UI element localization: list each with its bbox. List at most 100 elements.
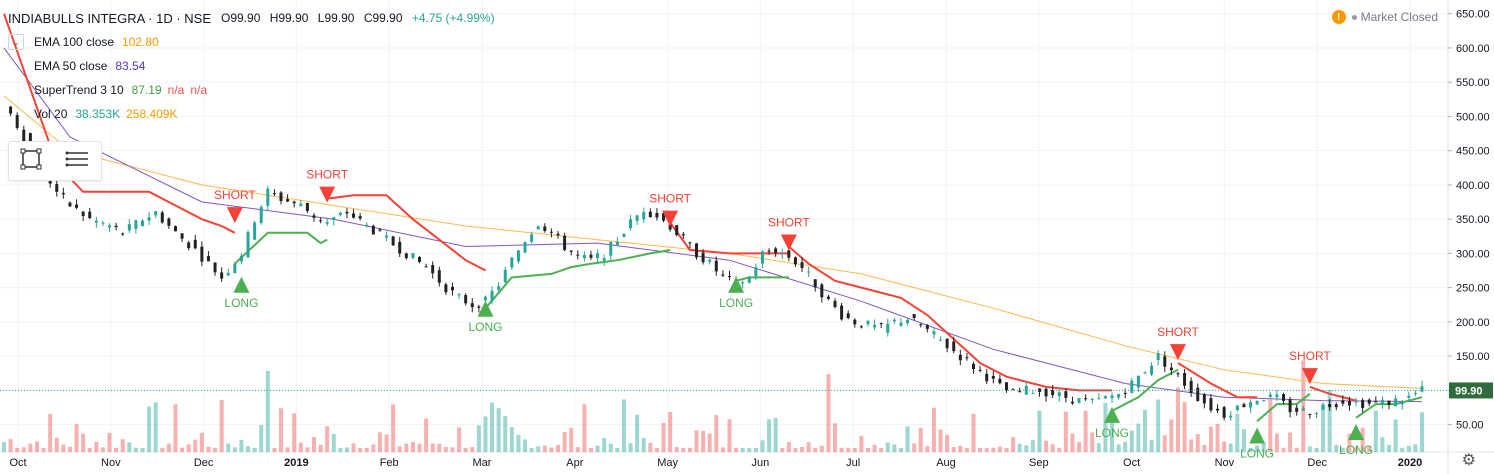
rectangle-select-icon[interactable]: [20, 148, 42, 175]
volume-bar: [476, 425, 481, 452]
volume-bar: [602, 437, 607, 452]
volume-bar: [621, 399, 626, 452]
candle-body: [28, 133, 32, 148]
candle-body: [655, 212, 659, 218]
volume-bar: [846, 447, 851, 452]
candle-body: [477, 306, 481, 308]
volume-bar: [1195, 434, 1200, 452]
candle-body: [642, 212, 646, 220]
candle-body: [1400, 401, 1404, 405]
volume-bar: [1044, 440, 1049, 452]
y-tick-label: 200.00: [1456, 317, 1490, 329]
volume-bar: [1274, 433, 1279, 452]
volume-bar: [542, 445, 547, 452]
volume-bar: [15, 447, 20, 452]
chevron-down-icon[interactable]: ⌄: [8, 34, 24, 50]
candle-body: [523, 242, 527, 253]
indicator-row-supertrend[interactable]: SuperTrend 3 10 87.19 n/a n/a: [8, 78, 501, 102]
candle-body: [675, 225, 679, 236]
candle-body: [965, 357, 969, 359]
volume-bar: [1024, 445, 1029, 452]
volume-bar: [767, 419, 772, 452]
volume-bar: [753, 447, 758, 452]
indicator-row-volume[interactable]: Vol 20 38.353K 258.409K: [8, 102, 501, 126]
candle-body: [246, 232, 250, 258]
long-signal-label: LONG: [1339, 443, 1373, 457]
volume-bar: [872, 444, 877, 452]
volume-bar: [443, 447, 448, 452]
candle-body: [1295, 407, 1299, 412]
candle-body: [173, 226, 177, 232]
volume-bar: [147, 406, 152, 452]
x-tick-label: Nov: [101, 457, 121, 469]
volume-bar: [1367, 446, 1372, 452]
volume-bar: [8, 439, 13, 452]
volume-bar: [186, 444, 191, 452]
candle-body: [879, 323, 883, 325]
candle-body: [1183, 373, 1187, 386]
candle-body: [1407, 395, 1411, 398]
candle-body: [1004, 382, 1008, 391]
volume-bar: [879, 447, 884, 452]
candle-body: [391, 236, 395, 246]
volume-bar: [931, 407, 936, 452]
candle-body: [1189, 380, 1193, 393]
long-signal-marker: [1104, 406, 1121, 423]
candle-body: [108, 225, 112, 228]
volume-bar: [1354, 447, 1359, 452]
volume-bar: [582, 404, 587, 452]
long-signal-marker: [233, 276, 250, 293]
ohlc-change: +4.75 (+4.99%): [411, 11, 495, 25]
warning-icon[interactable]: !: [1331, 10, 1346, 24]
menu-lines-icon[interactable]: [64, 148, 90, 175]
candle-body: [609, 241, 613, 256]
volume-bar: [747, 447, 752, 452]
candle-body: [338, 212, 342, 216]
volume-bar: [1288, 432, 1293, 452]
indicator-name: SuperTrend 3 10: [34, 83, 124, 97]
candle-body: [160, 212, 164, 223]
candle-body: [1328, 404, 1332, 408]
volume-bar: [272, 447, 277, 452]
volume-bar: [503, 416, 508, 452]
x-tick-label: Sep: [1029, 457, 1049, 469]
supertrend-down-line: [669, 222, 789, 255]
candle-body: [286, 198, 290, 202]
indicator-row-ema50[interactable]: EMA 50 close 83.54: [8, 54, 501, 78]
volume-bar: [133, 447, 138, 452]
candle-body: [826, 296, 830, 299]
candle-body: [319, 220, 323, 222]
volume-bar: [852, 448, 857, 452]
volume-bar: [1116, 444, 1121, 452]
indicator-row-ema100[interactable]: ⌄ EMA 100 close 102.80: [8, 30, 501, 54]
volume-bar: [1063, 411, 1068, 452]
candle-body: [596, 253, 600, 259]
candle-body: [352, 213, 356, 218]
volume-bar: [351, 443, 356, 452]
volume-bar: [813, 447, 818, 452]
volume-bar: [945, 434, 950, 452]
volume-bar: [265, 370, 270, 452]
short-signal-marker: [780, 234, 797, 251]
volume-bar: [997, 446, 1002, 452]
symbol-title[interactable]: INDIABULLS INTEGRA · 1D · NSE: [8, 10, 211, 26]
candle-body: [490, 290, 494, 301]
volume-bar: [654, 447, 659, 452]
volume-bar: [615, 447, 620, 452]
volume-bar: [668, 412, 673, 452]
volume-bar: [1208, 426, 1213, 452]
candle-body: [121, 233, 125, 235]
volume-bar: [1380, 437, 1385, 452]
volume-bar: [635, 414, 640, 452]
volume-bar: [687, 447, 692, 452]
candle-body: [378, 229, 382, 231]
volume-bar: [384, 434, 389, 452]
volume-bar: [279, 408, 284, 452]
volume-bar: [1307, 446, 1312, 452]
volume-bar: [470, 447, 475, 452]
gear-icon[interactable]: ⚙: [1461, 452, 1476, 469]
volume-bar: [509, 427, 514, 452]
candle-body: [1394, 398, 1398, 407]
candle-body: [1077, 398, 1081, 403]
